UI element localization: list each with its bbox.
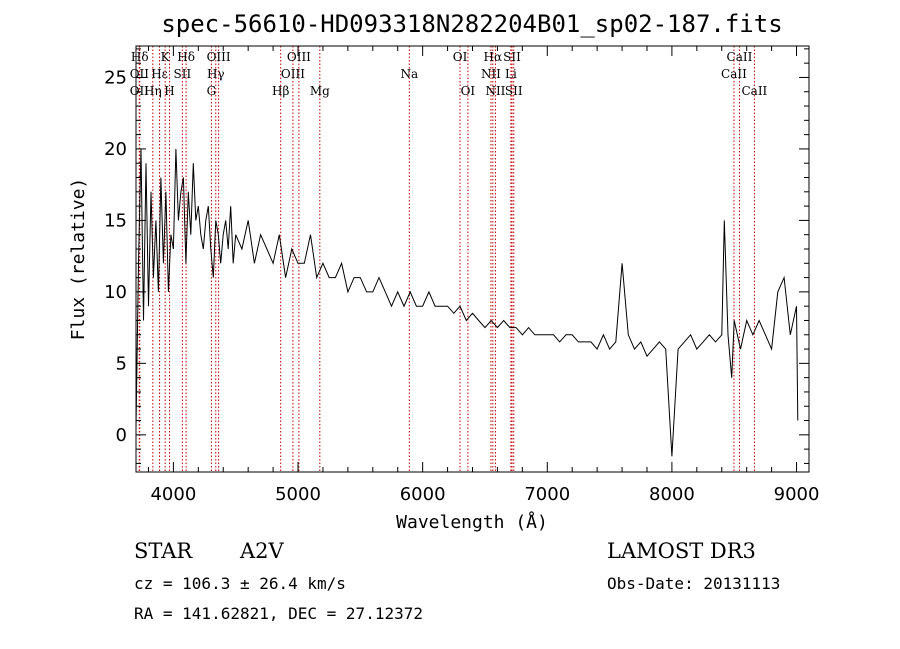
x-axis-ticks: 4000 5000 6000 7000 8000 9000: [147, 46, 820, 505]
x-axis-title: Wavelength (Å): [396, 511, 548, 533]
emission-line-label: CaII: [721, 67, 747, 81]
emission-line-label: Hβ: [272, 84, 289, 98]
x-tick-label: 8000: [649, 484, 695, 505]
emission-line-label: OII: [130, 84, 150, 98]
coordinates: RA = 141.62821, DEC = 27.12372: [134, 604, 423, 623]
emission-line-label: CaII: [741, 84, 767, 98]
emission-line-label: NII: [485, 84, 505, 98]
y-tick-label: 15: [104, 210, 127, 231]
object-class: STAR: [134, 539, 193, 563]
emission-line-label: Hα: [484, 50, 503, 64]
emission-line-label: G: [207, 84, 217, 98]
x-tick-label: 6000: [400, 484, 446, 505]
spectrum-line: [135, 148, 799, 457]
observation-date: Obs-Date: 20131113: [607, 574, 780, 593]
emission-line-label: NII: [481, 67, 501, 81]
survey-name: LAMOST DR3: [607, 539, 756, 563]
emission-line-label: SII: [505, 84, 523, 98]
x-tick-label: 7000: [524, 484, 570, 505]
x-tick-label: 9000: [774, 484, 820, 505]
emission-line-label: H: [164, 84, 174, 98]
y-axis-title: Flux (relative): [68, 178, 89, 341]
emission-line-label: K: [161, 50, 171, 64]
emission-line-label: OIII: [287, 50, 311, 64]
emission-line-label: Hγ: [207, 67, 225, 81]
emission-line-label: Hη: [144, 84, 162, 98]
emission-line-label: Hε: [151, 67, 168, 81]
emission-line-label: Li: [505, 67, 517, 81]
emission-line-label: OI: [453, 50, 468, 64]
emission-line-markers: [138, 46, 755, 472]
y-tick-label: 5: [116, 353, 127, 374]
emission-line-label: CaII: [727, 50, 753, 64]
emission-line-label: OIII: [207, 50, 231, 64]
emission-line-label: OIII: [281, 67, 305, 81]
object-subclass: A2V: [239, 539, 285, 563]
emission-line-label: Hδ: [177, 50, 195, 64]
emission-line-label: Hδ: [131, 50, 149, 64]
plot-frame: [135, 45, 810, 473]
emission-line-label: OI: [461, 84, 476, 98]
y-tick-label: 25: [104, 67, 127, 88]
emission-line-label: Na: [400, 67, 418, 81]
emission-line-label: OII: [130, 67, 150, 81]
y-tick-label: 0: [116, 425, 127, 446]
emission-line-label: Mg: [310, 84, 330, 98]
x-tick-label: 4000: [150, 484, 196, 505]
redshift-cz: cz = 106.3 ± 26.4 km/s: [134, 574, 346, 593]
x-tick-label: 5000: [275, 484, 321, 505]
y-axis-ticks: 0 5 10 15 20 25: [104, 48, 809, 464]
y-tick-label: 10: [104, 282, 127, 303]
emission-line-label: SII: [503, 50, 521, 64]
emission-line-label: SII: [174, 67, 192, 81]
y-tick-label: 20: [104, 139, 127, 160]
chart-title: spec-56610-HD093318N282204B01_sp02-187.f…: [161, 10, 782, 38]
